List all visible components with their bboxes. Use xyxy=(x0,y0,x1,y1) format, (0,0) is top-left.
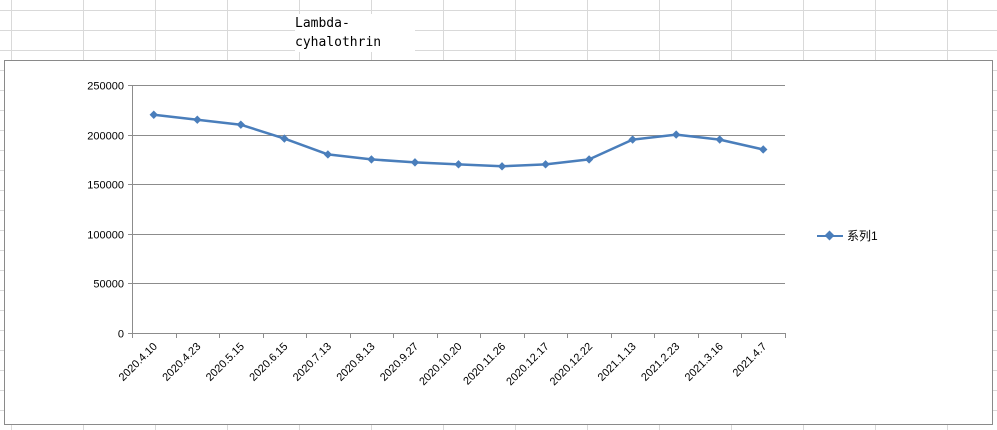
data-point-0 xyxy=(149,110,158,119)
y-tick-label-4: 200000 xyxy=(87,131,124,143)
x-tick-label-10: 2020.12.22 xyxy=(548,341,595,388)
gridlines xyxy=(132,85,785,284)
y-tick-label-2: 100000 xyxy=(87,230,124,242)
data-point-12 xyxy=(671,130,681,139)
data-point-10 xyxy=(584,155,594,164)
data-point-11 xyxy=(628,135,637,144)
data-point-13 xyxy=(715,135,724,144)
series-line-0 xyxy=(153,113,764,168)
legend-label: 系列1 xyxy=(847,229,878,243)
legend-marker-icon xyxy=(817,230,843,242)
x-tick-label-9: 2020.12.17 xyxy=(504,341,551,388)
x-tick-label-4: 2020.7.13 xyxy=(291,341,334,384)
data-point-2 xyxy=(236,120,246,129)
x-tick-label-0: 2020.4.10 xyxy=(117,341,160,384)
data-point-3 xyxy=(280,134,289,143)
data-point-7 xyxy=(454,160,463,169)
x-tick-label-8: 2020.11.26 xyxy=(461,341,508,388)
data-point-1 xyxy=(193,115,202,124)
y-tick-label-0: 0 xyxy=(118,329,124,341)
x-tick-label-13: 2021.3.16 xyxy=(683,341,726,384)
data-point-9 xyxy=(541,160,550,169)
x-tick-label-2: 2020.5.15 xyxy=(204,341,247,384)
data-point-4 xyxy=(323,150,333,159)
x-tick-label-12: 2021.2.23 xyxy=(639,341,682,384)
chart-legend[interactable]: 系列1 xyxy=(817,227,878,244)
series xyxy=(149,110,768,171)
x-tick-label-1: 2020.4.23 xyxy=(160,341,203,384)
data-point-8 xyxy=(497,162,507,171)
chart-area[interactable] xyxy=(4,60,993,425)
data-point-14 xyxy=(759,145,768,154)
x-tick-label-5: 2020.8.13 xyxy=(334,341,377,384)
cell-text[interactable]: Lambda- cyhalothrin xyxy=(295,14,415,52)
x-tick-labels: 2020.4.10 2020.4.23 2020.5.15 2020.6.15 2020… xyxy=(117,341,770,388)
x-tick-label-3: 2020.6.15 xyxy=(247,341,290,384)
x-tick-label-7: 2020.10.20 xyxy=(417,341,464,388)
y-tick-label-3: 150000 xyxy=(87,180,124,192)
y-tick-label-1: 50000 xyxy=(93,279,124,291)
x-tick-label-14: 2021.4.7 xyxy=(731,341,770,380)
axes xyxy=(128,85,786,338)
y-tick-label-5: 250000 xyxy=(87,81,124,93)
data-point-5 xyxy=(367,155,376,164)
y-tick-labels: 0 50000 100000 150000 200000 250000 xyxy=(87,81,124,341)
data-point-6 xyxy=(410,158,420,167)
x-tick-label-6: 2020.9.27 xyxy=(378,341,421,384)
x-tick-label-11: 2021.1.13 xyxy=(596,341,639,384)
